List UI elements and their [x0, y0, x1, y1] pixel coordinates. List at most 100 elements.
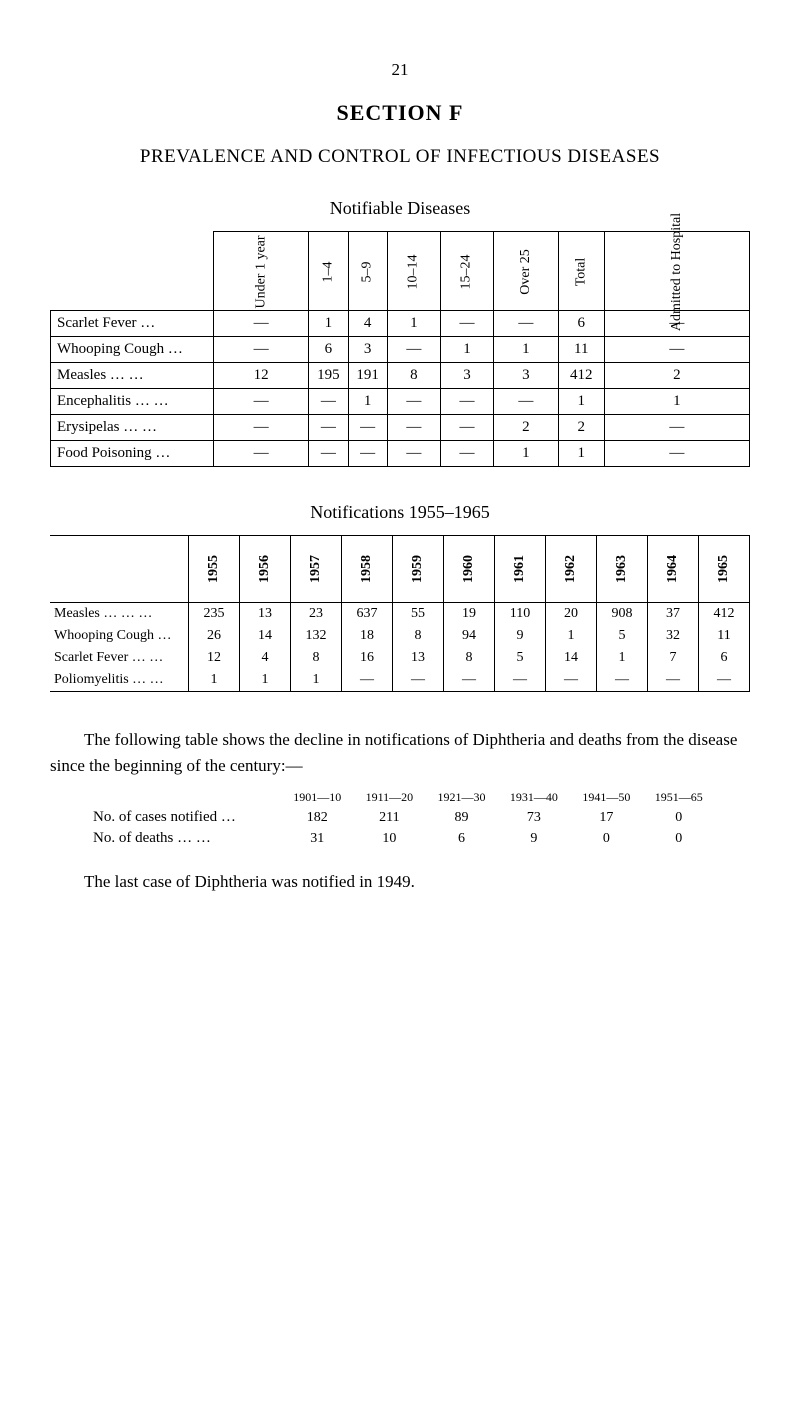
table-cell: 1 — [240, 669, 291, 692]
table-cell: 8 — [393, 625, 444, 647]
table-cell: — — [604, 415, 749, 441]
col-header: 1964 — [648, 536, 699, 603]
row-label: Scarlet Fever … … — [50, 647, 189, 669]
table-cell: 6 — [699, 647, 750, 669]
table-cell: 412 — [699, 603, 750, 626]
table-cell: 1 — [291, 669, 342, 692]
table-cell: 3 — [348, 337, 387, 363]
table-cell: — — [494, 311, 559, 337]
table-cell: 2 — [494, 415, 559, 441]
table-cell: 195 — [309, 363, 348, 389]
table-cell: — — [444, 669, 495, 692]
table-cell: 1 — [604, 389, 749, 415]
table-cell: 13 — [240, 603, 291, 626]
table-cell: 14 — [240, 625, 291, 647]
col-header: Total — [558, 232, 604, 311]
table-cell: 16 — [342, 647, 393, 669]
table-cell: 5 — [597, 625, 648, 647]
col-header: 1959 — [393, 536, 444, 603]
col-header: 1958 — [342, 536, 393, 603]
table-cell: — — [348, 415, 387, 441]
table-cell: 18 — [342, 625, 393, 647]
table-cell: 2 — [604, 363, 749, 389]
table-cell: 1 — [348, 389, 387, 415]
table-row: No. of deaths … …31106900 — [85, 828, 715, 849]
table-cell: — — [546, 669, 597, 692]
notifications-table: 1955 1956 1957 1958 1959 1960 1961 1962 … — [50, 535, 750, 692]
col-header: 1961 — [495, 536, 546, 603]
row-label: Poliomyelitis … … — [50, 669, 189, 692]
table-cell: — — [440, 441, 493, 467]
table-row: Scarlet Fever … …124816138514176 — [50, 647, 750, 669]
table-cell: 8 — [291, 647, 342, 669]
table-row: No. of cases notified …1822118973170 — [85, 807, 715, 828]
table-cell: 94 — [444, 625, 495, 647]
col-header: 15–24 — [440, 232, 493, 311]
decade-header: 1921—30 — [425, 788, 497, 807]
table-cell: 10 — [353, 828, 425, 849]
decade-header: 1931—40 — [498, 788, 570, 807]
table2-title: Notifications 1955–1965 — [50, 502, 750, 523]
table-cell: 110 — [495, 603, 546, 626]
table-cell: 1 — [440, 337, 493, 363]
table-cell: 9 — [495, 625, 546, 647]
col-header: 1960 — [444, 536, 495, 603]
table1-title: Notifiable Diseases — [50, 198, 750, 219]
table-cell: 0 — [570, 828, 642, 849]
table-row: Whooping Cough …2614132188949153211 — [50, 625, 750, 647]
decade-header: 1911—20 — [353, 788, 425, 807]
section-label: SECTION F — [50, 100, 750, 126]
row-label: Whooping Cough … — [50, 625, 189, 647]
table-cell: — — [597, 669, 648, 692]
col-header: 1962 — [546, 536, 597, 603]
table-cell: 26 — [189, 625, 240, 647]
table-cell: 0 — [643, 807, 715, 828]
table-cell: 6 — [309, 337, 348, 363]
col-header: Over 25 — [494, 232, 559, 311]
table-cell: — — [309, 389, 348, 415]
row-label: Scarlet Fever … — [51, 311, 214, 337]
table-cell: 17 — [570, 807, 642, 828]
table-cell: — — [214, 311, 309, 337]
table-row: Whooping Cough …—63—1111— — [51, 337, 750, 363]
table-cell: 637 — [342, 603, 393, 626]
page-number: 21 — [50, 60, 750, 80]
table-cell: — — [440, 415, 493, 441]
decade-header: 1901—10 — [281, 788, 353, 807]
table-cell: — — [387, 389, 440, 415]
table-cell: 55 — [393, 603, 444, 626]
decade-header: 1951—65 — [643, 788, 715, 807]
row-label: Erysipelas … … — [51, 415, 214, 441]
table-cell: 23 — [291, 603, 342, 626]
table-cell: — — [309, 415, 348, 441]
row-label: No. of deaths … … — [85, 828, 281, 849]
table-cell: 182 — [281, 807, 353, 828]
table-cell: 4 — [348, 311, 387, 337]
paragraph-last-case: The last case of Diphtheria was notified… — [50, 869, 750, 895]
table-cell: — — [604, 337, 749, 363]
table-cell: 1 — [387, 311, 440, 337]
table-row: Scarlet Fever …—141——6— — [51, 311, 750, 337]
col-header: Admitted to Hospital — [604, 232, 749, 311]
table-cell: 6 — [558, 311, 604, 337]
table-cell: — — [214, 441, 309, 467]
decade-header: 1941—50 — [570, 788, 642, 807]
table-cell: 12 — [189, 647, 240, 669]
table-cell: 1 — [309, 311, 348, 337]
table-row: Poliomyelitis … …111———————— — [50, 669, 750, 692]
table-cell: — — [604, 441, 749, 467]
table-cell: 7 — [648, 647, 699, 669]
col-header: 5–9 — [348, 232, 387, 311]
table-cell: 20 — [546, 603, 597, 626]
table-cell: 4 — [240, 647, 291, 669]
notifiable-diseases-table: Under 1 year 1–4 5–9 10–14 15–24 Over 25… — [50, 231, 750, 467]
table-cell: 89 — [425, 807, 497, 828]
table-cell: 132 — [291, 625, 342, 647]
table-cell: — — [393, 669, 444, 692]
col-header: Under 1 year — [214, 232, 309, 311]
table-cell: 11 — [558, 337, 604, 363]
table-cell: 37 — [648, 603, 699, 626]
table-cell: 8 — [444, 647, 495, 669]
table-cell: 13 — [393, 647, 444, 669]
table-cell: 0 — [643, 828, 715, 849]
